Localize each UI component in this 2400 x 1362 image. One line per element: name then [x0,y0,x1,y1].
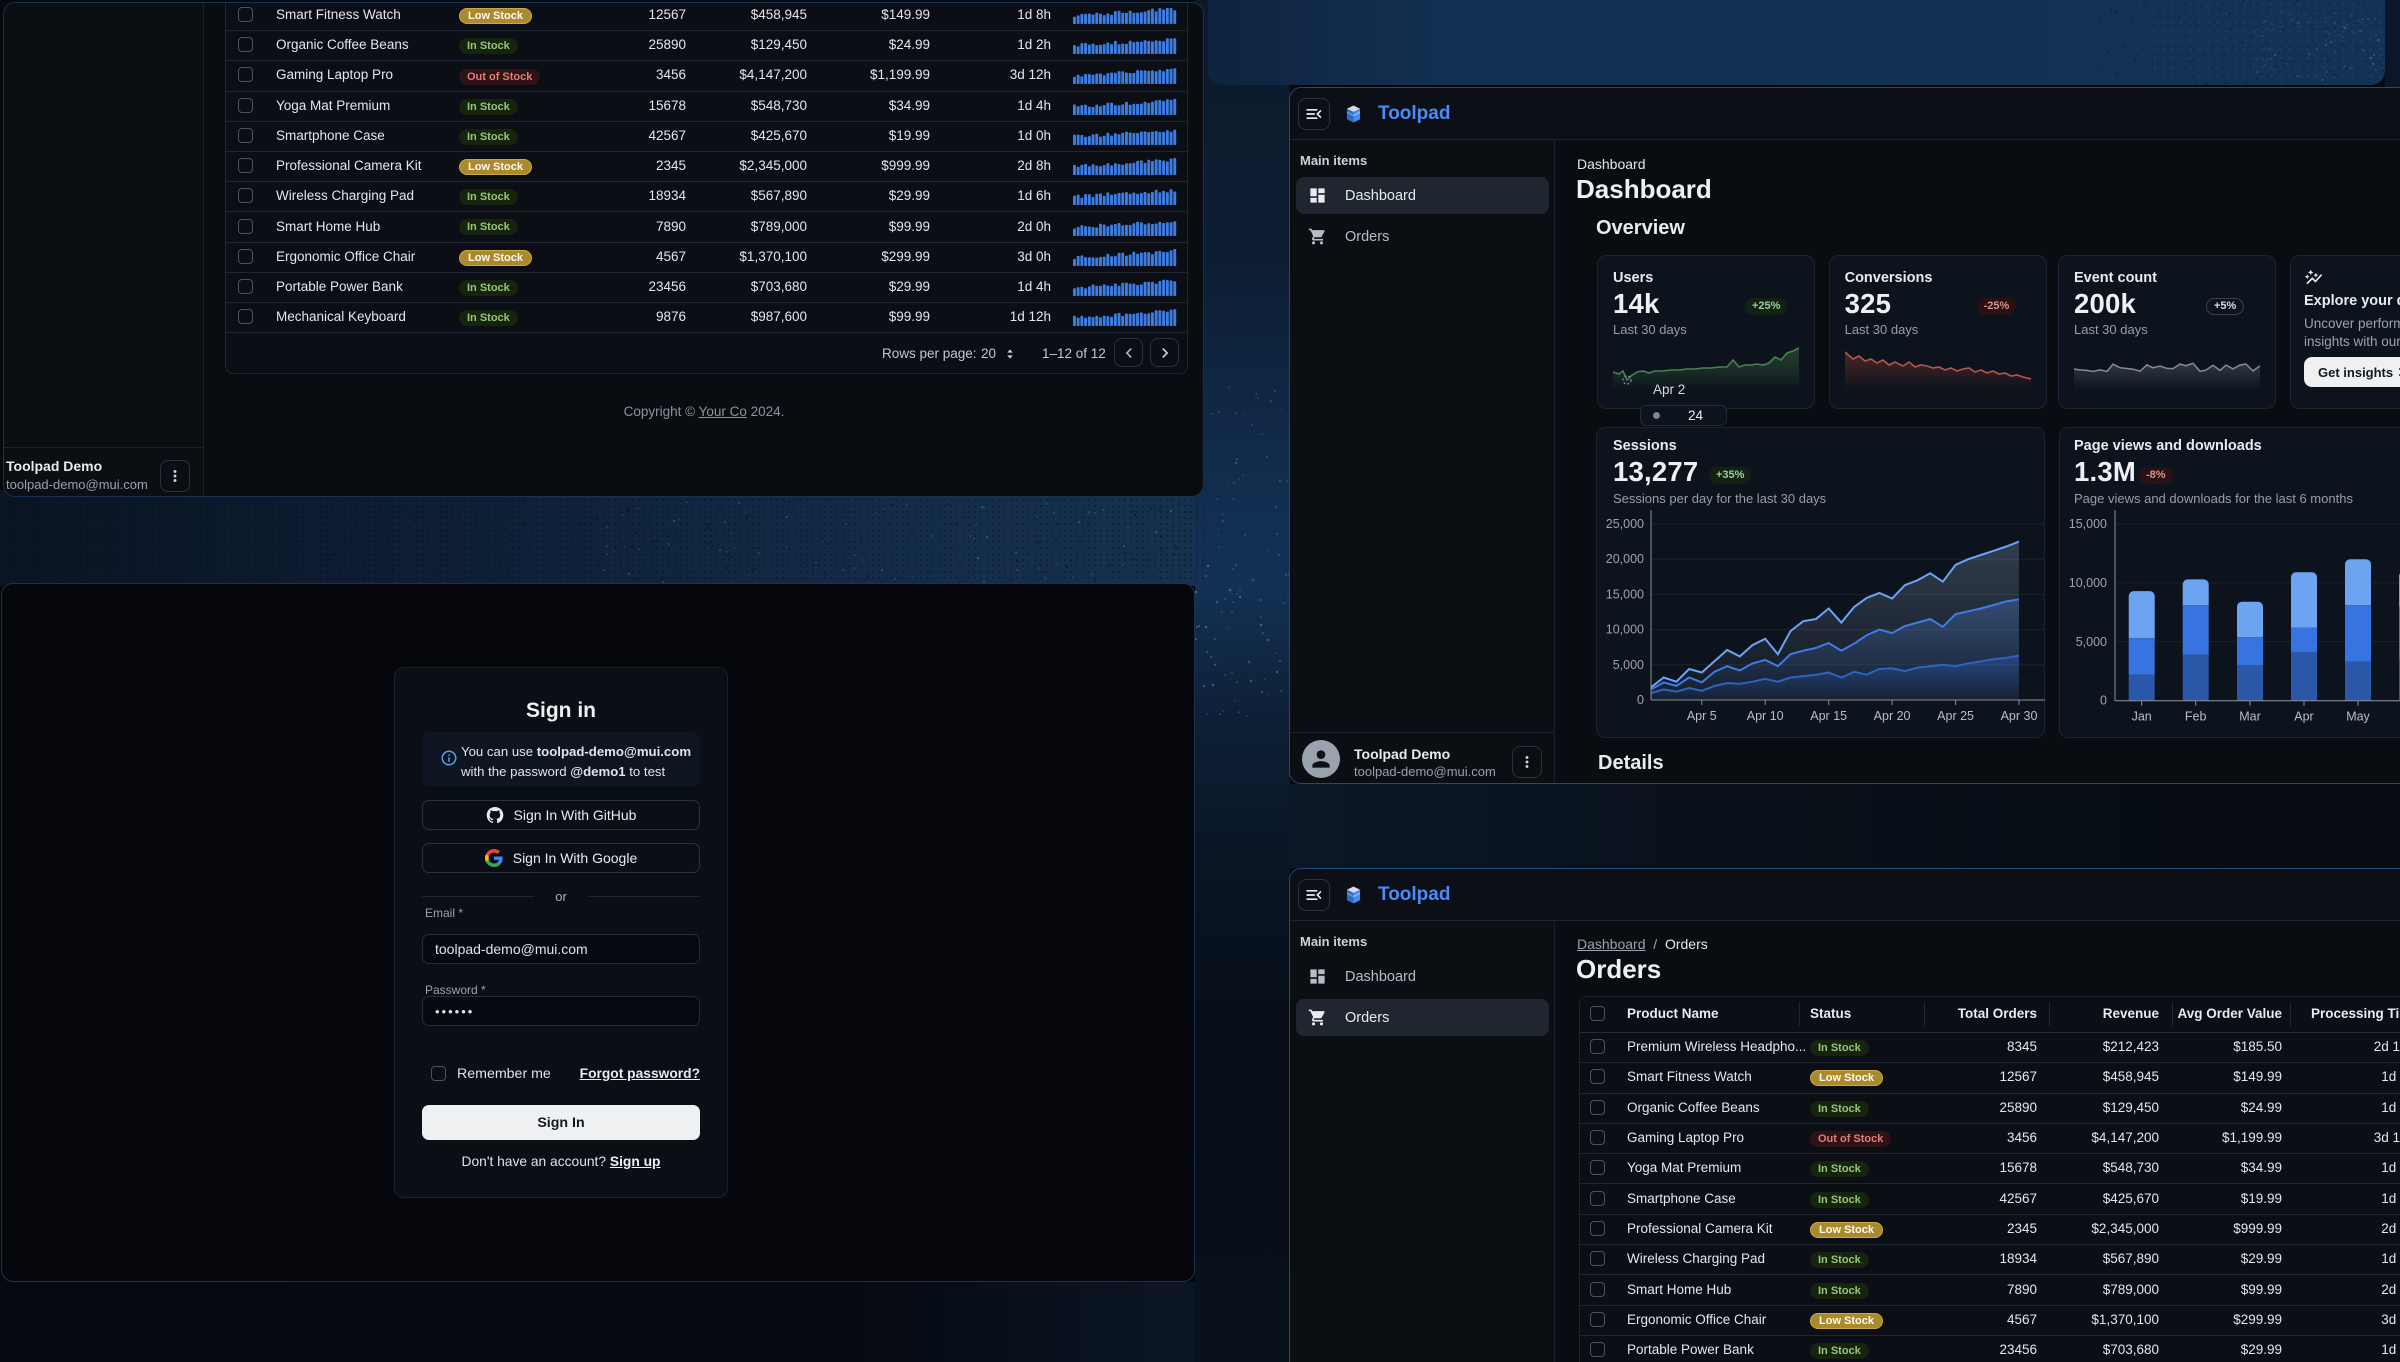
svg-text:25,000: 25,000 [1606,517,1644,531]
svg-text:Apr: Apr [2294,710,2313,724]
svg-text:Apr 10: Apr 10 [1747,709,1784,723]
svg-text:Apr 20: Apr 20 [1874,709,1911,723]
svg-text:5,000: 5,000 [1613,658,1644,672]
svg-text:15,000: 15,000 [2069,517,2107,531]
svg-text:20,000: 20,000 [1606,552,1644,566]
svg-text:Apr 25: Apr 25 [1937,709,1974,723]
svg-text:Apr 5: Apr 5 [1687,709,1717,723]
svg-text:0: 0 [1637,693,1644,707]
svg-text:Apr 30: Apr 30 [2001,709,2038,723]
svg-text:15,000: 15,000 [1606,587,1644,601]
svg-text:10,000: 10,000 [2069,576,2107,590]
svg-text:0: 0 [2100,694,2107,708]
svg-text:May: May [2346,710,2370,724]
svg-text:Feb: Feb [2185,710,2207,724]
svg-text:5,000: 5,000 [2076,635,2107,649]
svg-text:10,000: 10,000 [1606,623,1644,637]
svg-text:Apr 15: Apr 15 [1810,709,1847,723]
svg-text:Jan: Jan [2132,710,2152,724]
svg-text:Mar: Mar [2239,710,2261,724]
